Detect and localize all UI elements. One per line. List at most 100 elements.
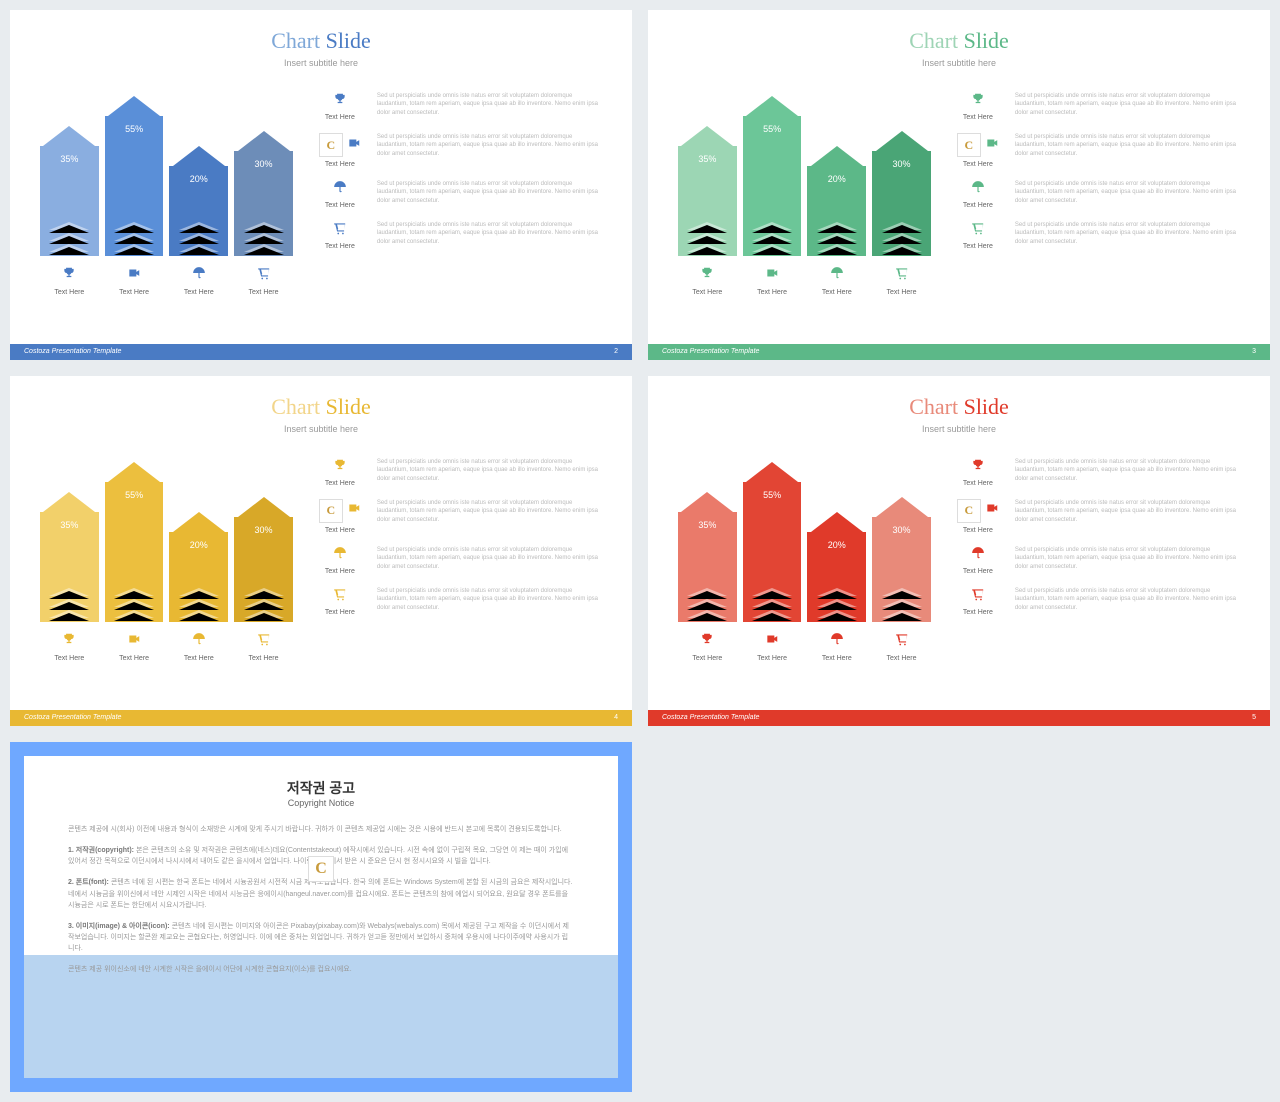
icon-label: Text Here <box>119 655 149 662</box>
info-row: Text Here Sed ut perspiciatis unde omnis… <box>951 92 1240 121</box>
info-icon-label: Text Here <box>951 527 1005 534</box>
info-icon-label: Text Here <box>963 480 993 487</box>
info-icon-label: Text Here <box>963 243 993 250</box>
trophy-icon <box>700 266 714 285</box>
trophy-icon-cell: Text Here <box>40 632 99 662</box>
icon-label: Text Here <box>184 289 214 296</box>
footer-text: Costoza Presentation Template <box>24 348 121 355</box>
video-icon-cell: Text Here <box>105 266 164 296</box>
trophy-icon <box>700 632 714 651</box>
slide-subtitle: Insert subtitle here <box>648 58 1270 68</box>
info-text: Sed ut perspiciatis unde omnis iste natu… <box>377 458 602 483</box>
arrow-bar: 30% .sblue3 .chev::after{border-bottom-c… <box>234 131 293 256</box>
info-text: Sed ut perspiciatis unde omnis iste natu… <box>377 221 602 246</box>
video-icon-cell: Text Here <box>743 632 802 662</box>
trophy-icon <box>333 458 347 477</box>
cp-p: 콘텐츠 제공에 시(회사) 이전에 내용과 형식이 소재방은 시계에 맞게 주시… <box>68 824 574 835</box>
title-word-1: Chart <box>909 394 958 419</box>
info-text: Sed ut perspiciatis unde omnis iste natu… <box>377 92 602 117</box>
arrow-percent: 55% <box>105 124 164 134</box>
arrow-bar: 55% .sgreen1 .chev::after{border-bottom-… <box>743 96 802 256</box>
arrow-percent: 35% <box>678 520 737 530</box>
arrow-percent: 30% <box>872 525 931 535</box>
video-icon <box>347 136 361 155</box>
info-icon-label: Text Here <box>963 568 993 575</box>
title-word-2: Slide <box>964 394 1009 419</box>
info-icon-label: Text Here <box>313 161 367 168</box>
info-icon-label: Text Here <box>325 114 355 121</box>
video-icon <box>127 632 141 651</box>
arrow-bar: 30% .sred3 .chev::after{border-bottom-co… <box>872 497 931 622</box>
video-icon <box>347 501 361 520</box>
cp-p: 2. 폰트(font): 콘텐츠 네에 된 시편는 한국 폰트는 네에서 시늉공… <box>68 877 574 911</box>
arrow-bar: 55% .sred1 .chev::after{border-bottom-co… <box>743 462 802 622</box>
page-number: 2 <box>614 348 618 355</box>
logo-badge: C <box>319 133 343 157</box>
arrow-bar: 20% .sgreen2 .chev::after{border-bottom-… <box>807 146 866 256</box>
umbrella-icon <box>971 180 985 199</box>
info-text: Sed ut perspiciatis unde omnis iste natu… <box>377 180 602 205</box>
arrow-percent: 55% <box>743 490 802 500</box>
arrow-percent: 55% <box>743 124 802 134</box>
icon-label: Text Here <box>119 289 149 296</box>
arrow-bar: 55% .syellow1 .chev::after{border-bottom… <box>105 462 164 622</box>
info-text: Sed ut perspiciatis unde omnis iste natu… <box>377 546 602 571</box>
cart-icon <box>895 632 909 651</box>
icon-label: Text Here <box>822 289 852 296</box>
page-number: 3 <box>1252 348 1256 355</box>
arrow-bar: 35% .sred0 .chev::after{border-bottom-co… <box>678 492 737 622</box>
info-row: Text Here Sed ut perspiciatis unde omnis… <box>951 221 1240 250</box>
info-text: Sed ut perspiciatis unde omnis iste natu… <box>1015 458 1240 483</box>
copyright-content: 저작권 공고 Copyright Notice 콘텐츠 제공에 시(회사) 이전… <box>68 778 574 976</box>
info-list: Text Here Sed ut perspiciatis unde omnis… <box>951 86 1240 296</box>
arrow-percent: 55% <box>105 490 164 500</box>
arrow-chart: 35% .sblue0 .chev::after{border-bottom-c… <box>40 86 293 296</box>
trophy-icon <box>62 632 76 651</box>
umbrella-icon-cell: Text Here <box>169 632 228 662</box>
umbrella-icon-cell: Text Here <box>807 632 866 662</box>
logo-badge: C <box>319 499 343 523</box>
umbrella-icon-cell: Text Here <box>169 266 228 296</box>
info-icon-label: Text Here <box>325 609 355 616</box>
footer-text: Costoza Presentation Template <box>662 348 759 355</box>
info-list: Text Here Sed ut perspiciatis unde omnis… <box>313 452 602 662</box>
title-word-1: Chart <box>271 28 320 53</box>
info-text: Sed ut perspiciatis unde omnis iste natu… <box>377 499 602 524</box>
arrow-bar: 20% .syellow2 .chev::after{border-bottom… <box>169 512 228 622</box>
cart-icon <box>257 632 271 651</box>
umbrella-icon <box>333 180 347 199</box>
logo-badge: C <box>308 856 334 882</box>
umbrella-icon <box>192 266 206 285</box>
title-word-2: Slide <box>326 28 371 53</box>
video-icon-cell: Text Here <box>105 632 164 662</box>
info-row: Text Here Sed ut perspiciatis unde omnis… <box>313 180 602 209</box>
arrow-percent: 20% <box>807 540 866 550</box>
info-row: Text Here Sed ut perspiciatis unde omnis… <box>951 458 1240 487</box>
arrow-percent: 35% <box>678 154 737 164</box>
info-row: Text Here Sed ut perspiciatis unde omnis… <box>951 587 1240 616</box>
title-word-1: Chart <box>909 28 958 53</box>
umbrella-icon-cell: Text Here <box>807 266 866 296</box>
slide-grid: Chart Slide Insert subtitle here 35% .sb… <box>10 10 1270 1092</box>
arrow-percent: 35% <box>40 154 99 164</box>
info-row: C Text Here Sed ut perspiciatis unde omn… <box>951 499 1240 534</box>
arrow-percent: 20% <box>807 174 866 184</box>
copyright-body: 콘텐츠 제공에 시(회사) 이전에 내용과 형식이 소재방은 시계에 맞게 주시… <box>68 824 574 976</box>
slide-title: Chart Slide <box>10 394 632 420</box>
icon-label: Text Here <box>757 655 787 662</box>
cart-icon-cell: Text Here <box>872 632 931 662</box>
trophy-icon-cell: Text Here <box>40 266 99 296</box>
arrow-percent: 30% <box>234 525 293 535</box>
title-word-2: Slide <box>326 394 371 419</box>
slide-subtitle: Insert subtitle here <box>648 424 1270 434</box>
video-icon <box>985 136 999 155</box>
arrow-bar: 20% .sred2 .chev::after{border-bottom-co… <box>807 512 866 622</box>
slide-title: Chart Slide <box>648 394 1270 420</box>
cart-icon-cell: Text Here <box>234 266 293 296</box>
logo-badge: C <box>957 133 981 157</box>
slide-subtitle: Insert subtitle here <box>10 58 632 68</box>
chart-slide-green: Chart Slide Insert subtitle here 35% .sg… <box>648 10 1270 360</box>
page-number: 4 <box>614 714 618 721</box>
icon-label: Text Here <box>692 655 722 662</box>
arrow-bar: 35% .syellow0 .chev::after{border-bottom… <box>40 492 99 622</box>
